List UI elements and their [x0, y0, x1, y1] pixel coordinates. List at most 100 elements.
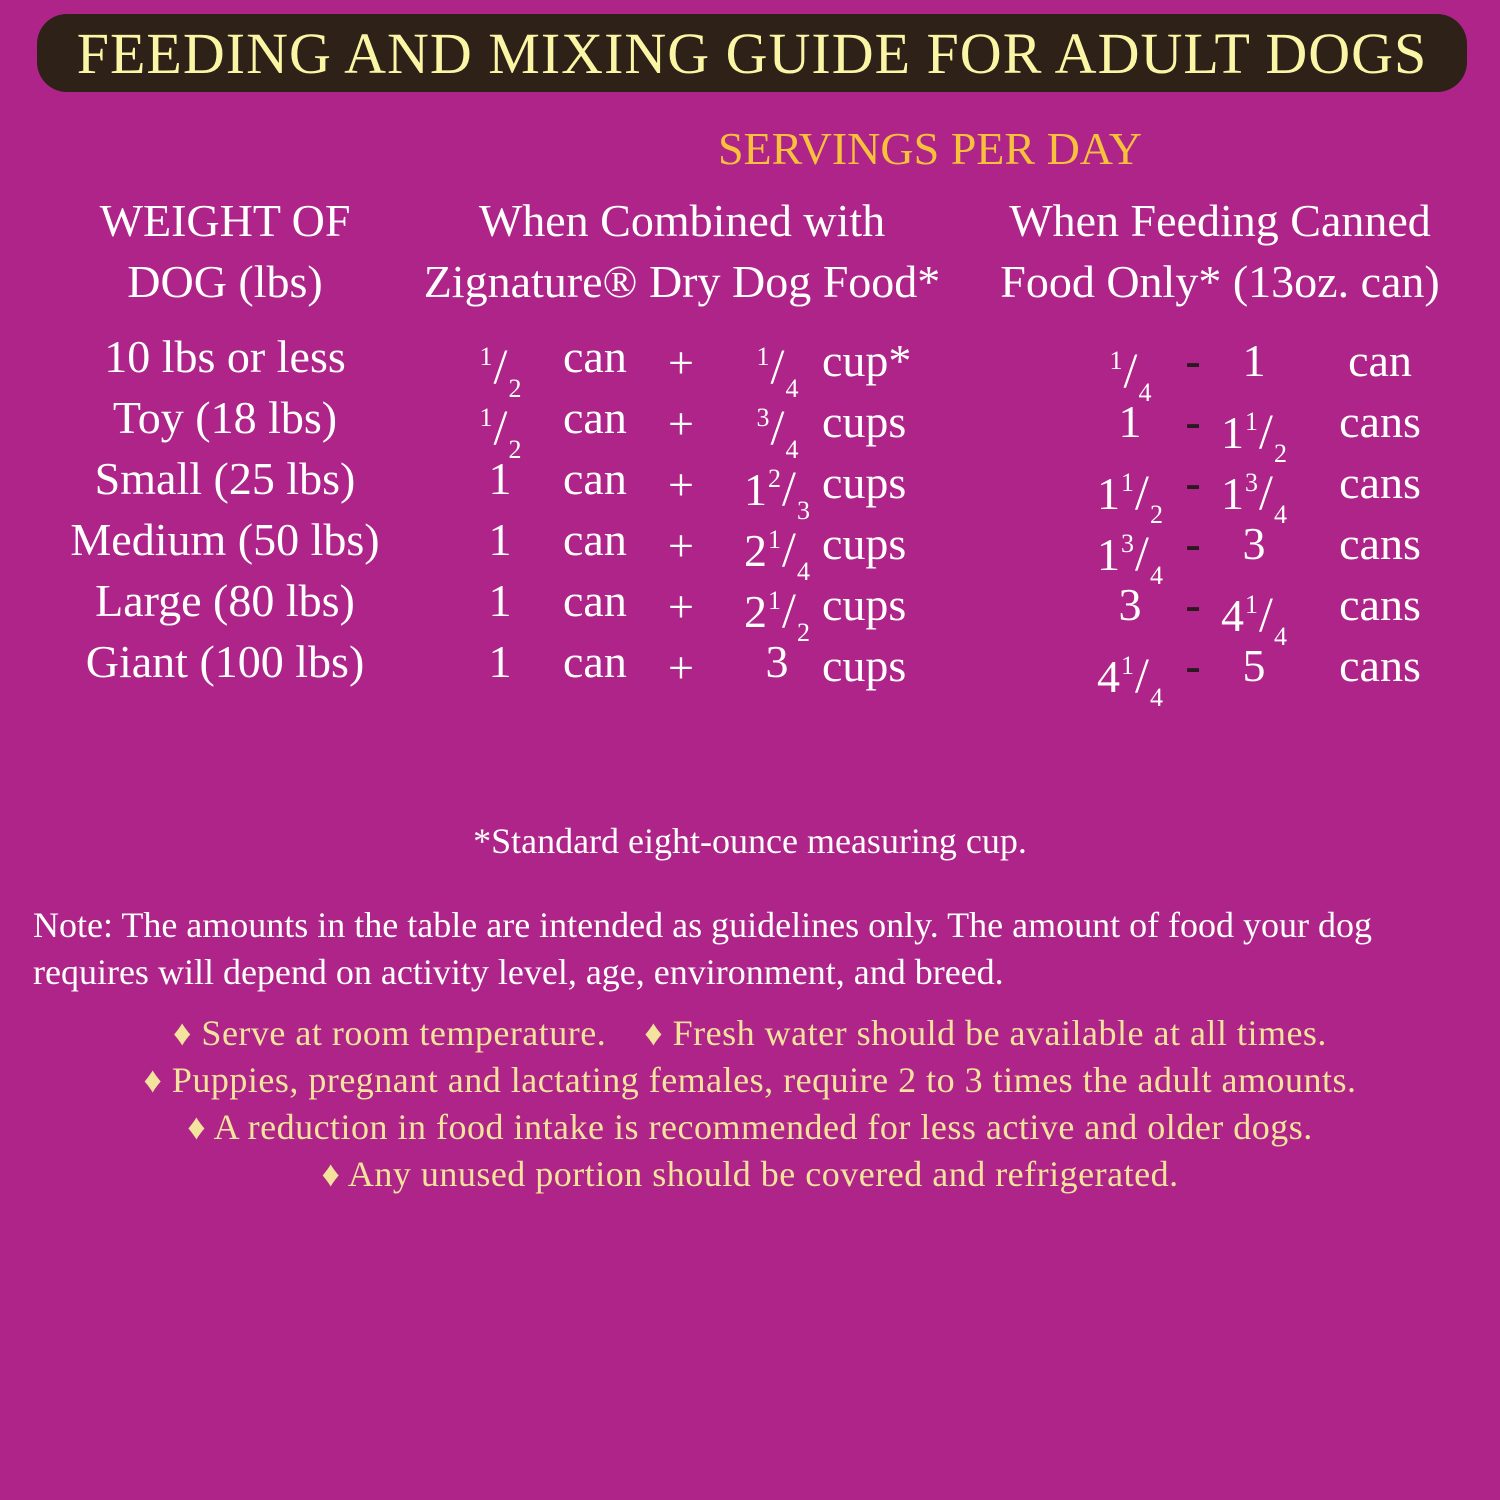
amount: 1	[489, 637, 512, 687]
header-line: Zignature® Dry Dog Food*	[423, 256, 941, 307]
amount: 3	[1243, 519, 1266, 569]
header-combined: When Combined with Zignature® Dry Dog Fo…	[424, 190, 941, 312]
fraction-slash: /	[493, 338, 508, 394]
can-unit: can	[1348, 335, 1412, 386]
cup-unit: cups	[822, 396, 907, 447]
amount: 1/4	[1109, 336, 1152, 418]
numerator: 3	[756, 403, 770, 432]
denominator: 2	[508, 374, 522, 403]
header-line: When Feeding Canned	[1009, 195, 1431, 246]
whole-number: 1	[744, 464, 768, 515]
cup-unit: cups	[822, 640, 907, 691]
plus-sign: +	[668, 337, 694, 388]
whole-number: 1	[1097, 529, 1121, 580]
whole-number: 3	[1118, 579, 1142, 630]
note-line: requires will depend on activity level, …	[33, 952, 1004, 992]
amount: 21/4	[744, 515, 810, 597]
header-line: Food Only* (13oz. can)	[1000, 256, 1440, 307]
amount: 41/4	[1221, 580, 1287, 662]
denominator: 4	[1273, 622, 1287, 651]
weight-label: Large (80 lbs)	[95, 575, 355, 626]
denominator: 4	[785, 374, 799, 403]
numerator: 1	[479, 403, 493, 432]
can-unit: can	[563, 575, 627, 626]
numerator: 1	[756, 342, 770, 371]
cup-unit: cups	[822, 579, 907, 630]
fraction-slash: /	[1135, 647, 1149, 703]
whole-number: 1	[488, 514, 512, 565]
amount: 3	[766, 637, 789, 687]
whole-number: 1	[488, 453, 512, 504]
range-dash: -	[1185, 335, 1201, 386]
can-unit: can	[563, 392, 627, 443]
fraction-slash: /	[1135, 525, 1149, 581]
amount: 1	[489, 454, 512, 504]
header-canned: When Feeding Canned Food Only* (13oz. ca…	[1000, 190, 1439, 312]
bullet-item: ♦ A reduction in food intake is recommen…	[187, 1107, 1313, 1147]
cup-unit: cup*	[822, 335, 912, 386]
cup-unit: cups	[822, 457, 907, 508]
plus-sign: +	[668, 520, 694, 571]
header-weight: WEIGHT OF DOG (lbs)	[100, 190, 351, 312]
page-title: FEEDING AND MIXING GUIDE FOR ADULT DOGS	[76, 20, 1428, 86]
range-dash: -	[1185, 579, 1201, 630]
denominator: 2	[796, 618, 810, 647]
denominator: 4	[1149, 561, 1163, 590]
range-dash: -	[1185, 518, 1201, 569]
amount: 3	[1119, 580, 1142, 630]
amount: 1/2	[479, 332, 522, 414]
whole-number: 3	[765, 636, 789, 687]
fraction-slash: /	[1259, 403, 1273, 459]
fraction-slash: /	[770, 338, 785, 394]
header-line: DOG (lbs)	[127, 256, 323, 307]
denominator: 4	[1149, 683, 1163, 712]
fraction-slash: /	[1123, 342, 1138, 398]
whole-number: 1	[1097, 468, 1121, 519]
whole-number: 2	[744, 525, 768, 576]
can-unit: can	[563, 636, 627, 687]
whole-number: 1	[1242, 335, 1266, 386]
numerator: 1	[768, 525, 782, 554]
amount: 13/4	[1221, 458, 1287, 540]
numerator: 3	[1245, 468, 1259, 497]
whole-number: 1	[1221, 468, 1245, 519]
plus-sign: +	[668, 581, 694, 632]
amount: 1	[489, 515, 512, 565]
can-unit: cans	[1339, 518, 1421, 569]
whole-number: 4	[1221, 590, 1245, 641]
denominator: 4	[785, 435, 799, 464]
range-dash: -	[1185, 640, 1201, 691]
footnote: *Standard eight-ounce measuring cup.	[473, 821, 1027, 861]
amount: 1/4	[756, 332, 799, 414]
amount: 21/2	[744, 576, 810, 658]
amount: 13/4	[1097, 519, 1163, 601]
weight-label: Giant (100 lbs)	[85, 636, 365, 687]
whole-number: 4	[1097, 651, 1121, 702]
can-unit: cans	[1339, 396, 1421, 447]
fraction-slash: /	[782, 521, 796, 577]
denominator: 4	[1273, 500, 1287, 529]
amount: 1	[1119, 397, 1142, 447]
denominator: 4	[796, 557, 810, 586]
amount: 1	[489, 576, 512, 626]
fraction-slash: /	[1259, 464, 1273, 520]
numerator: 1	[1109, 346, 1123, 375]
amount: 41/4	[1097, 641, 1163, 723]
fraction-slash: /	[770, 399, 785, 455]
denominator: 4	[1138, 378, 1152, 407]
amount: 11/2	[1097, 458, 1163, 540]
bullet-item: ♦ Puppies, pregnant and lactating female…	[143, 1060, 1357, 1100]
range-dash: -	[1185, 457, 1201, 508]
header-line: When Combined with	[478, 195, 886, 246]
fraction-slash: /	[1259, 586, 1273, 642]
numerator: 1	[479, 342, 493, 371]
fraction-slash: /	[1135, 464, 1149, 520]
numerator: 1	[1245, 590, 1259, 619]
denominator: 2	[508, 435, 522, 464]
can-unit: can	[563, 514, 627, 565]
whole-number: 2	[744, 586, 768, 637]
range-dash: -	[1185, 396, 1201, 447]
numerator: 1	[1121, 651, 1135, 680]
note: Note: The amounts in the table are inten…	[33, 902, 1500, 996]
header-line: WEIGHT OF	[99, 195, 351, 246]
